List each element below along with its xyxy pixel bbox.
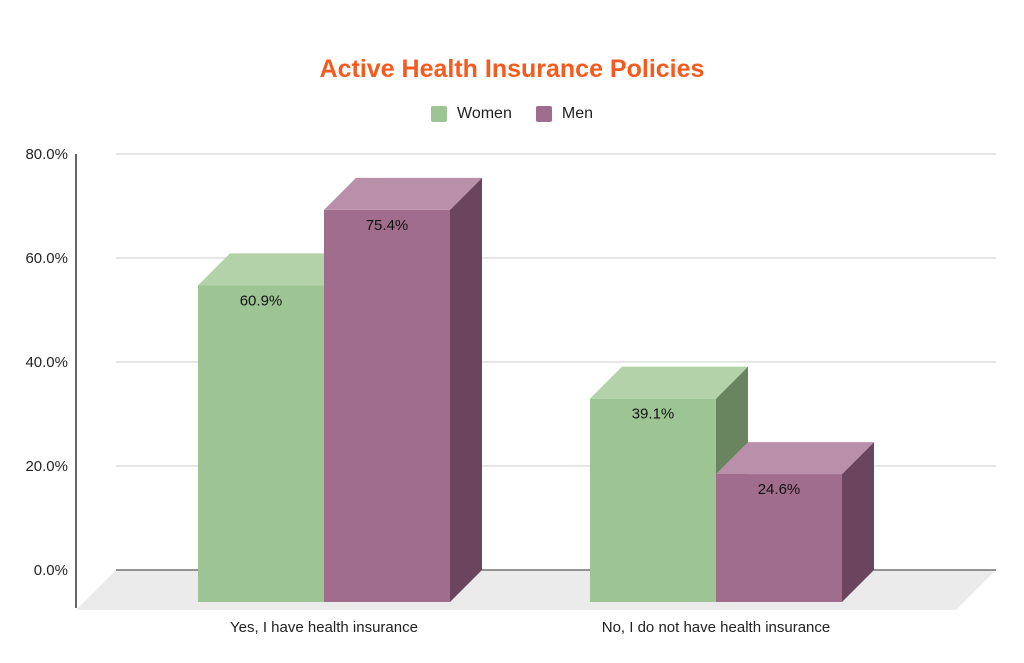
bar-women-0 xyxy=(198,285,324,602)
bar-women-1 xyxy=(590,398,716,602)
x-tick-label: No, I do not have health insurance xyxy=(602,619,831,636)
bar-men-1 xyxy=(716,474,842,602)
bar-top-men-1 xyxy=(716,442,874,475)
bar-top-women-1 xyxy=(590,366,748,399)
bar-top-women-0 xyxy=(198,253,356,286)
y-tick-label: 80.0% xyxy=(25,146,68,163)
bar-men-0 xyxy=(324,209,450,603)
legend-label-women: Women xyxy=(457,105,512,122)
chart-title: Active Health Insurance Policies xyxy=(319,55,705,83)
data-label-women-0: 60.9% xyxy=(240,292,283,309)
legend-item-men: Men xyxy=(535,105,593,123)
bar-top-men-0 xyxy=(324,177,482,210)
data-label-women-1: 39.1% xyxy=(632,406,675,423)
bar-side-men-1 xyxy=(842,442,874,602)
y-tick-label: 0.0% xyxy=(34,562,68,579)
data-label-men-0: 75.4% xyxy=(366,217,409,234)
legend-swatch-men xyxy=(535,106,552,122)
bar-side-men-0 xyxy=(450,177,482,603)
y-tick-label: 40.0% xyxy=(25,354,68,371)
y-tick-label: 60.0% xyxy=(25,250,68,267)
legend: Women Men xyxy=(0,105,1024,123)
y-tick-label: 20.0% xyxy=(25,458,68,475)
data-label-men-1: 24.6% xyxy=(758,481,801,498)
legend-label-men: Men xyxy=(561,105,593,122)
legend-item-women: Women xyxy=(431,105,512,123)
legend-swatch-women xyxy=(431,106,448,122)
x-tick-label: Yes, I have health insurance xyxy=(230,619,418,636)
